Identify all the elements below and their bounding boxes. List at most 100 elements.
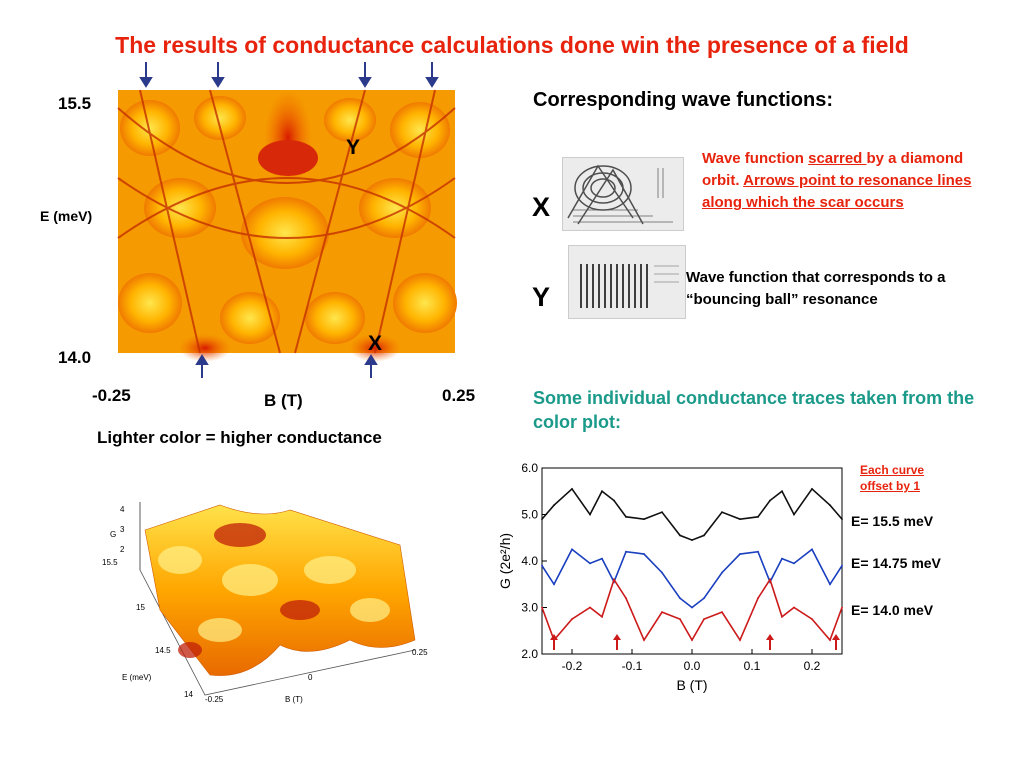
series-0-point (601, 490, 603, 493)
colormap-y-top: 15.5 (58, 94, 92, 113)
series-2-point (757, 597, 759, 600)
trace-arrow-head (766, 634, 774, 640)
series-1-point (679, 597, 681, 600)
series-2-point (679, 618, 681, 621)
b-tick-1: 0 (308, 673, 313, 682)
wave-y-description: Wave function that corresponds to a “bou… (686, 269, 946, 308)
trace-arrow-head (550, 634, 558, 640)
series-0-point (781, 490, 783, 493)
surface-highlights (158, 546, 390, 642)
series-2-point (661, 611, 663, 614)
colormap-x-left: -0.25 (92, 386, 131, 405)
series-line-0 (541, 487, 843, 541)
series-2-point (541, 606, 543, 609)
series-1-point (661, 571, 663, 574)
series-0-point (661, 511, 663, 514)
surface-3d-plot: G 4 3 2 15.5 15 14.5 14 E (meV) -0.25 0 … (102, 502, 428, 704)
series-0-point (829, 504, 831, 507)
series-1-point (739, 553, 741, 555)
series-0-point (757, 515, 759, 518)
b-tick-0: -0.25 (205, 695, 224, 704)
x-tick-label: -0.1 (622, 659, 643, 673)
series-1-point (643, 553, 645, 555)
y-tick-label: 3.0 (521, 601, 538, 615)
series-2-point (793, 606, 795, 609)
series-2-point (829, 639, 831, 641)
e-tick-0: 15.5 (102, 558, 118, 567)
trace-chart: -0.2 -0.1 0.0 0.1 0.2 2.0 3.0 4.0 5.0 6.0 B (T) G (… (497, 461, 843, 693)
colormap-blobs (118, 90, 457, 362)
series-0-point (571, 488, 573, 490)
series-0-point (613, 499, 615, 502)
series-1-point (811, 548, 813, 551)
legend-series-2: E= 14.0 meV (851, 602, 934, 618)
b-axis-label: B (T) (285, 695, 303, 704)
series-1-point (553, 583, 555, 586)
wavefunction-x-image (562, 157, 684, 231)
g-tick-0: 4 (120, 505, 125, 514)
g-axis-label: G (110, 530, 116, 539)
colormap-caption: Lighter color = higher conductance (97, 428, 382, 447)
y-tick-label: 2.0 (521, 647, 538, 661)
colormap-marker-x: X (368, 332, 383, 355)
series-0-point (541, 518, 543, 521)
colormap-x-right: 0.25 (442, 386, 476, 405)
series-0-point (793, 513, 795, 516)
series-1-point (703, 597, 705, 600)
page-title: The results of conductance calculations … (115, 32, 909, 58)
series-1-point (721, 571, 723, 574)
series-0-point (769, 499, 771, 502)
series-1-point (691, 606, 693, 609)
y-tick-label: 6.0 (521, 461, 538, 475)
colormap-plot (117, 62, 457, 378)
series-1-point (793, 562, 795, 565)
b-tick-2: 0.25 (412, 648, 428, 657)
colormap-top-arrows (139, 62, 439, 88)
series-1-point (781, 557, 783, 560)
series-2-point (841, 606, 843, 609)
series-0-point (643, 518, 645, 521)
series-2-point (589, 606, 591, 609)
series-0-point (841, 518, 843, 521)
traces-heading: Some individual conductance traces taken… (533, 388, 975, 432)
series-line-2 (541, 577, 843, 642)
series-2-point (571, 618, 573, 621)
surface-dark-regions (178, 523, 320, 658)
colormap-y-label: E (meV) (40, 208, 93, 224)
series-0-point (589, 513, 591, 516)
resonance-lines (117, 89, 456, 354)
series-2-point (739, 639, 741, 641)
e-tick-1: 15 (136, 603, 145, 612)
series-2-point (613, 578, 615, 581)
legend-series-1: E= 14.75 meV (851, 555, 941, 571)
wave-y-letter: Y (532, 282, 551, 312)
y-axis-label: G (2e²/h) (497, 533, 513, 589)
series-0-point (721, 511, 723, 514)
series-1-point (571, 548, 573, 551)
colormap-bottom-arrows (195, 354, 378, 378)
series-1-point (829, 583, 831, 586)
series-1-point (841, 564, 843, 567)
series-2-point (811, 618, 813, 621)
g-tick-1: 3 (120, 525, 125, 534)
series-0-point (739, 518, 741, 521)
x-tick-label: 0.2 (804, 659, 821, 673)
wavefunction-y-image (568, 245, 686, 319)
wave-x-description: Wave function scarred by a diamond orbit… (702, 150, 972, 211)
x-tick-label: -0.2 (562, 659, 583, 673)
trace-arrow-head (832, 634, 840, 640)
y-tick-label: 5.0 (521, 508, 538, 522)
e-tick-2: 14.5 (155, 646, 171, 655)
wave-x-letter: X (532, 192, 551, 222)
series-1-point (601, 557, 603, 560)
series-0-point (679, 534, 681, 537)
wave-heading: Corresponding wave functions: (533, 89, 834, 111)
colormap-marker-y: Y (346, 136, 361, 159)
g-tick-2: 2 (120, 545, 125, 554)
series-0-point (625, 515, 627, 518)
series-2-point (691, 639, 693, 641)
x-tick-label: 0.1 (744, 659, 761, 673)
colormap-y-bottom: 14.0 (58, 348, 92, 367)
series-2-point (625, 597, 627, 600)
x-axis-label: B (T) (676, 677, 707, 693)
